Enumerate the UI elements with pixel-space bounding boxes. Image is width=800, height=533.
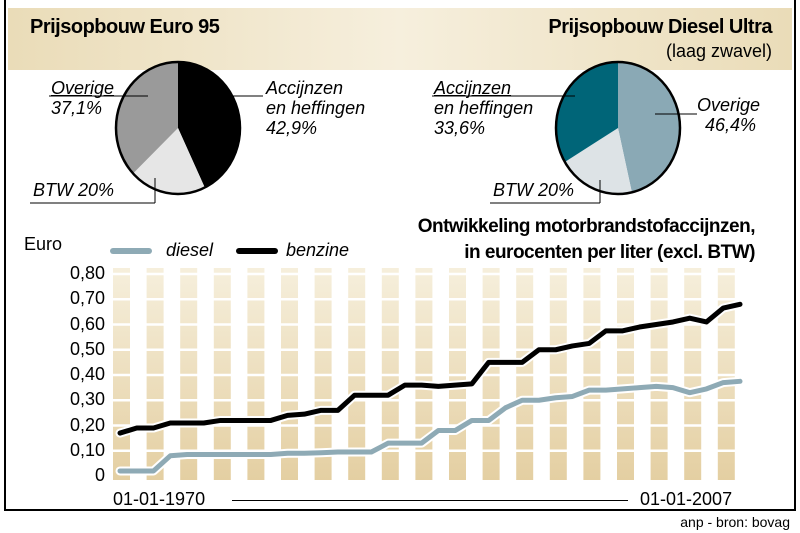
header-band — [8, 8, 792, 70]
pie-outline — [554, 60, 682, 196]
frame-left — [4, 0, 6, 510]
pie-slice-btw — [564, 128, 632, 194]
x-end-label: 01-01-2007 — [640, 489, 733, 509]
series-line-diesel — [117, 378, 743, 474]
x-start-label: 01-01-1970 — [113, 489, 206, 509]
pie-slice-accijnzen — [178, 62, 241, 188]
pie-slice-overige — [618, 62, 681, 193]
pie-slice-accijnzen — [555, 62, 618, 162]
y-tick-label: 0,10 — [69, 439, 105, 460]
pie2-title: Prijsopbouw Diesel Ultra — [548, 16, 772, 38]
pie1-accijnzen-value: 42,9% — [266, 118, 318, 138]
pie2-subtitle: (laag zwavel) — [665, 41, 772, 61]
pie1-overige-value: 37,1% — [51, 98, 103, 118]
legend-swatch-diesel — [110, 248, 152, 254]
pie-slice-overige — [115, 62, 178, 174]
legend-swatch-benzine — [236, 248, 278, 254]
pie-slice-btw — [133, 128, 205, 195]
frame-bottom — [4, 509, 796, 511]
y-tick-label: 0,20 — [69, 414, 105, 435]
pie2-overige-label: Overige — [697, 95, 761, 115]
y-tick-label: 0,70 — [69, 288, 105, 309]
y-tick-label: 0 — [94, 465, 105, 485]
legend-label-diesel: diesel — [166, 240, 214, 260]
pie2-accijnzen-label: Accijnzen — [434, 78, 512, 98]
pie1-title: Prijsopbouw Euro 95 — [30, 16, 220, 38]
pie2-overige-value: 46,4% — [705, 115, 757, 135]
y-axis-label: Euro — [24, 234, 63, 254]
x-axis-line — [232, 500, 628, 501]
legend-label-benzine: benzine — [286, 240, 350, 260]
source-credit: anp - bron: bovag — [680, 514, 790, 530]
pie2-accijnzen-label2: en heffingen — [434, 98, 534, 118]
y-tick-label: 0,80 — [69, 263, 105, 283]
pie1-btw-label: BTW 20% — [33, 180, 115, 200]
y-tick-label: 0,30 — [69, 389, 105, 410]
pie1-overige-label: Overige — [51, 78, 115, 98]
y-tick-label: 0,40 — [69, 364, 105, 384]
y-tick-label: 0,50 — [69, 338, 105, 359]
pie1-accijnzen-label2: en heffingen — [266, 98, 366, 118]
pie-outline — [114, 60, 242, 196]
series-line-benzine — [117, 301, 743, 436]
pie2-accijnzen-value: 33,6% — [434, 118, 486, 138]
pie2-btw-label: BTW 20% — [493, 180, 575, 200]
chart-subtitle: in eurocenten per liter (excl. BTW) — [464, 242, 755, 263]
frame-right — [794, 0, 796, 510]
chart-title: Ontwikkeling motorbrandstofaccijnzen, — [417, 216, 756, 237]
y-tick-label: 0,60 — [69, 313, 105, 334]
pie1-accijnzen-label: Accijnzen — [266, 78, 344, 98]
